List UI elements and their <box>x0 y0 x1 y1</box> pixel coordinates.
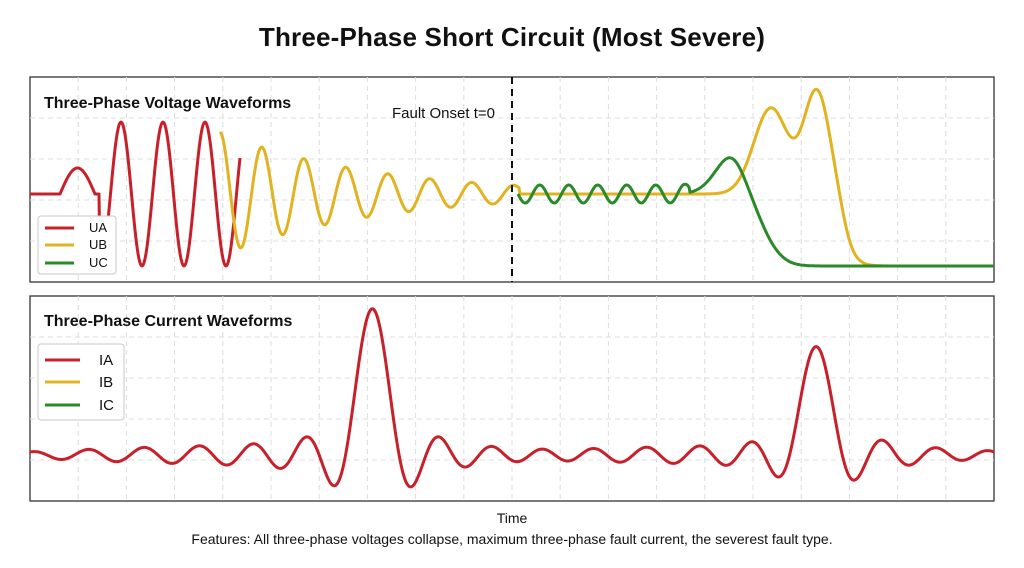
page-title: Three-Phase Short Circuit (Most Severe) <box>258 22 766 52</box>
legend-label-ib: IB <box>99 374 113 391</box>
voltage-legend-box <box>37 215 117 275</box>
features-caption: Features: All three-phase voltages colla… <box>191 531 833 547</box>
legend-label-ic: IC <box>99 397 114 414</box>
current-legend-box <box>37 343 125 421</box>
ia-series-line <box>29 307 995 489</box>
uc-series-line <box>516 156 995 268</box>
voltage-panel: Fault Onset t=0 Three-Phase Voltage Wave… <box>29 76 995 283</box>
legend-label-ua: UA <box>89 220 107 235</box>
current-panel-title: Three-Phase Current Waveforms <box>44 313 292 330</box>
voltage-panel-title: Three-Phase Voltage Waveforms <box>44 95 291 112</box>
current-lines <box>29 307 995 489</box>
current-legend: IA IB IC <box>37 343 125 421</box>
legend-label-ub: UB <box>89 237 107 252</box>
voltage-legend: UA UB UC <box>37 215 117 275</box>
x-axis-label: Time <box>496 510 528 526</box>
legend-label-uc: UC <box>89 255 108 270</box>
current-panel: Three-Phase Current Waveforms IA IB IC <box>29 295 995 502</box>
legend-label-ia: IA <box>99 352 113 369</box>
voltage-lines <box>29 87 995 268</box>
fault-onset-label: Fault Onset t=0 <box>392 105 495 122</box>
ub-series-line <box>218 87 995 268</box>
ua-series-line <box>29 120 242 268</box>
